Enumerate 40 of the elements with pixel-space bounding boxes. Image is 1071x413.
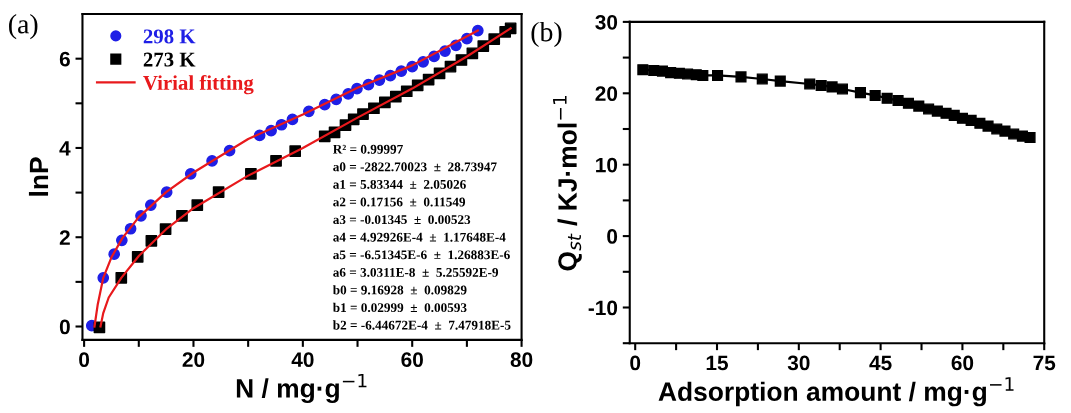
- annotation: b1 = 0.02999 ± 0.00593: [332, 302, 467, 313]
- annotation: b0 = 9.16928 ± 0.09829: [332, 285, 467, 295]
- x-tick-label: 40: [291, 352, 314, 368]
- annotation: a1 = 5.83344 ± 2.05026: [333, 179, 466, 189]
- annotation: a4 = 4.92926E-4 ± 1.17648E-4: [333, 232, 506, 242]
- x-tick-label: 0: [79, 352, 90, 368]
- chart-title: (a): [9, 14, 38, 40]
- y-tick-label: 30: [595, 14, 618, 30]
- annotation: a3 = -0.01345 ± 0.00523: [333, 215, 471, 225]
- x-tick-label: 60: [951, 355, 974, 371]
- x-tick-label: 60: [401, 352, 423, 368]
- x-tick-label: 0: [630, 355, 641, 371]
- y-tick-label: 10: [596, 157, 618, 173]
- x-axis-title: Adsorption amount / mg·g$^{−1}$: [658, 377, 1014, 407]
- annotation: b2 = -6.44672E-4 ± 7.47918E-5: [332, 320, 511, 330]
- x-tick-label: 15: [706, 355, 729, 371]
- x-tick-label: 45: [869, 355, 892, 371]
- legend-label: Virial fitting: [143, 75, 254, 95]
- legend-label: 273 K: [143, 52, 196, 67]
- y-tick-label: 4: [59, 141, 71, 156]
- x-tick-label: 20: [182, 352, 205, 368]
- annotation: a6 = 3.0311E-8 ± 5.25592E-9: [333, 267, 499, 277]
- y-axis-title: lnP: [28, 157, 49, 196]
- y-axis-title: Q$_{st}$ / KJ·mol$^{−1}$: [553, 96, 582, 271]
- y-tick-label: 2: [59, 230, 70, 245]
- y-tick-label: 0: [607, 229, 618, 244]
- x-tick-label: 75: [1033, 355, 1056, 371]
- annotation: a2 = 0.17156 ± 0.11549: [333, 197, 466, 207]
- y-tick-label: -10: [588, 300, 618, 316]
- chart-title: (b): [531, 21, 562, 48]
- y-tick-label: 20: [595, 86, 618, 102]
- y-tick-label: 6: [59, 51, 70, 67]
- x-tick-label: 80: [510, 352, 533, 368]
- annotation: a0 = -2822.70023 ± 28.73947: [333, 162, 497, 172]
- x-tick-label: 30: [787, 355, 810, 371]
- legend-label: 298 K: [143, 29, 196, 44]
- y-tick-label: 0: [59, 319, 70, 335]
- annotation: a5 = -6.51345E-6 ± 1.26883E-6: [333, 250, 510, 260]
- x-axis-title: N / mg·g$^{−1}$: [236, 373, 367, 404]
- annotation: R² = 0.99997: [332, 144, 403, 154]
